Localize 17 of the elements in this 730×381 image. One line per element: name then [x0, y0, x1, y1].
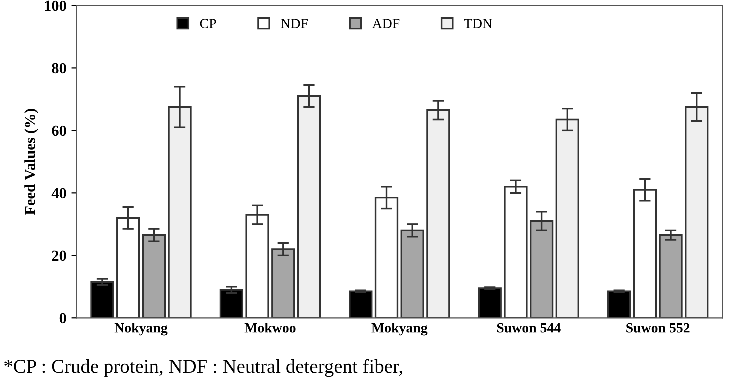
legend-label: CP: [200, 19, 216, 28]
x-tick-label: Mokyang: [372, 322, 428, 336]
y-tick-label: 100: [45, 0, 66, 12]
legend-label: TDN: [464, 19, 492, 28]
y-tick-label: 60: [52, 126, 66, 136]
y-tick-label: 20: [52, 250, 66, 262]
text: *CP : Crude protein, NDF : Neutral detergent fiber,: [4, 359, 402, 378]
y-tick-label: 0: [60, 313, 66, 324]
y-tick-label: 40: [52, 188, 66, 199]
y-tick-label: 80: [52, 63, 66, 74]
x-tick-label: Suwon 552: [626, 323, 690, 333]
x-tick-label: Nokyang: [114, 322, 168, 336]
y-axis-title: Feed Values (%): [24, 109, 38, 216]
x-tick-label: Suwon 544: [497, 323, 561, 333]
legend-label: ADF: [372, 19, 400, 28]
legend-label: NDF: [281, 19, 308, 28]
x-tick-label: Mokwoo: [244, 322, 296, 333]
